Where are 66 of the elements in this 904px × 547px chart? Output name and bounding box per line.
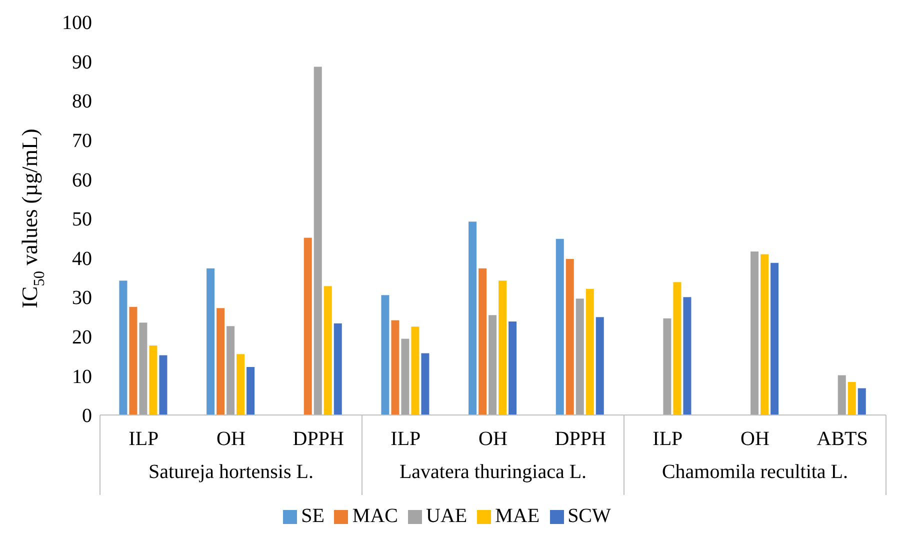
- bar: [159, 355, 168, 415]
- legend-label: MAC: [352, 505, 398, 527]
- bar: [750, 252, 759, 415]
- bar: [314, 66, 322, 415]
- bar: [334, 323, 342, 415]
- y-tick-label: 50: [72, 208, 92, 231]
- bar: [119, 280, 128, 415]
- x-tick-label: ILP: [652, 428, 683, 450]
- bar: [129, 306, 138, 415]
- text: Satureja hortensis L.: [148, 461, 314, 484]
- bar: [508, 321, 517, 415]
- x-tick-label: OH: [216, 428, 246, 450]
- bar: [468, 222, 477, 415]
- bar: [139, 322, 148, 415]
- legend-label: UAE: [426, 505, 468, 527]
- y-tick-label: 20: [72, 326, 92, 348]
- bar: [478, 268, 487, 415]
- bar: [673, 282, 682, 415]
- bar: [596, 317, 604, 415]
- bar: [576, 298, 584, 415]
- legend-label: SCW: [568, 505, 611, 527]
- bar: [236, 354, 245, 415]
- x-tick-label: DPPH: [554, 428, 606, 450]
- y-tick-label: 90: [72, 51, 92, 74]
- y-tick-label: 10: [72, 366, 92, 388]
- y-tick-label: 100: [62, 12, 92, 34]
- bar: [324, 286, 332, 415]
- x-tick-label: ABTS: [816, 428, 868, 450]
- y-tick-label: 80: [72, 90, 92, 113]
- bar: [586, 288, 594, 415]
- bar: [683, 297, 692, 415]
- bar: [421, 353, 430, 415]
- x-tick-label: ILP: [128, 428, 159, 450]
- text: Lavatera thuringiaca L.: [398, 461, 588, 484]
- x-tick-label: DPPH: [292, 428, 344, 450]
- bar: [498, 280, 507, 415]
- bar: [858, 388, 866, 415]
- bar: [760, 254, 769, 415]
- bar: [149, 345, 158, 415]
- bar: [381, 295, 390, 415]
- bar: [488, 315, 497, 415]
- bar: [556, 238, 564, 415]
- bar: [566, 258, 574, 415]
- bar: [401, 338, 410, 415]
- y-tick-label: 0: [82, 405, 92, 428]
- bar: [838, 375, 846, 415]
- x-tick-label: ILP: [390, 428, 421, 450]
- y-tick-label: 40: [72, 248, 92, 270]
- bar: [391, 320, 400, 415]
- bar: [770, 262, 779, 415]
- x-tick-label: OH: [740, 428, 770, 450]
- bar: [246, 367, 255, 415]
- y-tick-label: 30: [72, 287, 92, 310]
- text: Chamomila recultita L.: [660, 461, 850, 484]
- bar: [206, 268, 215, 415]
- bar: [216, 308, 225, 415]
- y-tick-label: 60: [72, 169, 92, 192]
- bar: [848, 382, 856, 415]
- bar: [226, 326, 235, 415]
- legend-label: SE: [301, 505, 324, 527]
- legend-label: MAE: [495, 505, 540, 527]
- bar: [304, 238, 312, 415]
- bar: [411, 326, 420, 415]
- bar: [663, 318, 672, 415]
- y-tick-label: 70: [72, 130, 92, 152]
- x-tick-label: OH: [478, 428, 508, 450]
